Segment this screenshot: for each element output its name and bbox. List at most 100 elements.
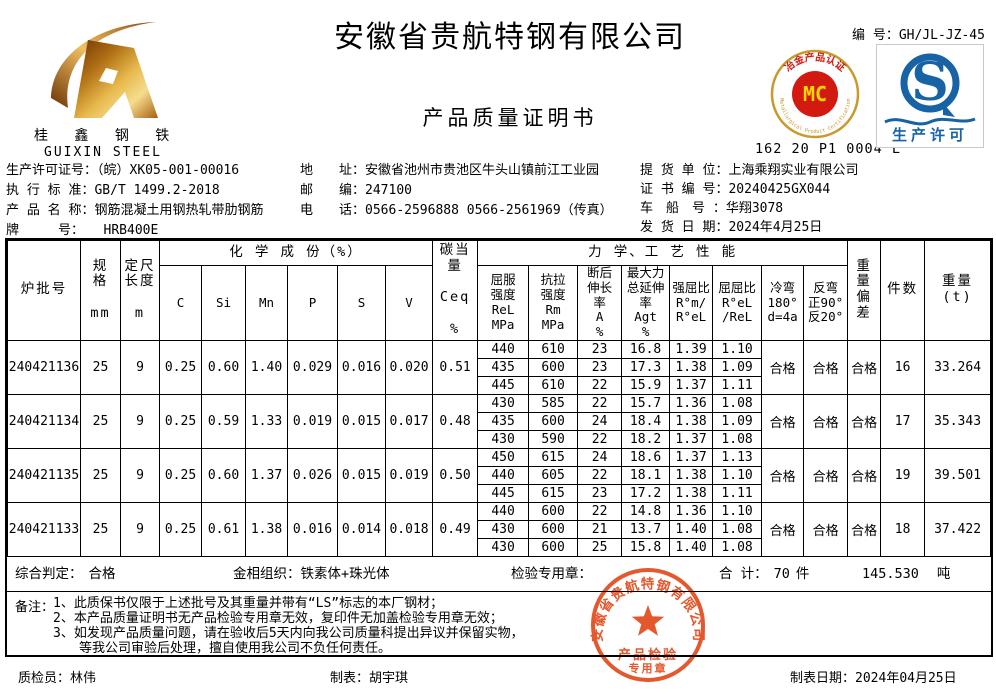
table-row: 240421134 25 9 0.25 0.59 1.33 0.019 0.015 0.017 0…: [7, 393, 991, 449]
info-row: 生产许可证号：（皖）XK05-001-00016: [6, 161, 264, 181]
qs-caption: 生产许可: [892, 126, 968, 144]
table-cell: 25: [80, 447, 121, 503]
table-cell: 1.37: [669, 429, 714, 449]
table-cell: 1.38: [669, 357, 714, 377]
inspector-name: 林伟: [70, 671, 97, 686]
col-header-reverse-bend: 反弯 正90° 反20°: [803, 265, 849, 341]
col-header-yield: 屈服 强度 ReL MPa: [477, 265, 530, 341]
info-row: 地 址：安徽省池州市贵池区牛头山镇前江工业园: [300, 161, 613, 181]
table-cell: 430: [477, 393, 530, 413]
table-row: 445 615 23 17.2 1.38 1.11: [8, 483, 991, 503]
col-header-spec: 规 格 mm: [80, 240, 121, 341]
table-cell: 240421134: [7, 393, 81, 449]
title-block: 安徽省贵航特钢有限公司 产品质量证明书: [225, 12, 795, 132]
table-cell: 0.016: [337, 339, 386, 395]
stamp-line2: 专用章: [629, 661, 668, 675]
info-value: 钢筋混凝土用钢热轧带肋钢筋: [94, 203, 264, 218]
tabulator-label: 制表：: [330, 671, 370, 686]
guixin-steel-logo-icon: [51, 22, 158, 118]
col-header-agt: 最大力 总延伸 率 Agt %: [621, 265, 671, 341]
table-cell: 15.7: [621, 393, 671, 413]
table-cell: 1.38: [669, 483, 714, 503]
inspector: 质检员：林伟: [18, 665, 96, 693]
verdict-value: 合格: [88, 565, 116, 582]
table-cell: 1.08: [712, 429, 763, 449]
document-title: 产品质量证明书: [422, 106, 598, 130]
remark-line: 2、本产品质量证明书无产品检验专用章无效，复印件无加盖检验专用章无效；: [53, 610, 503, 626]
table-cell: 18.4: [621, 411, 671, 431]
table-cell: 445: [477, 483, 530, 503]
col-header-rm-rel: 强屈比 R°m/ R°eL: [669, 265, 714, 341]
table-cell: 0.020: [384, 339, 434, 395]
tabulator: 制表：胡宇琪: [330, 665, 408, 693]
table-cell: 15.8: [621, 537, 671, 557]
table-cell: 1.37: [669, 447, 714, 467]
info-value: 2024年4月25日: [728, 220, 823, 235]
table-cell: 590: [528, 429, 579, 449]
table-cell: 1.33: [245, 393, 288, 449]
info-label: 邮 编：: [300, 183, 366, 198]
table-cell: 9: [120, 339, 160, 395]
col-header-weight: 重量 (t): [924, 240, 991, 341]
table-row: 435 600 23 17.3 1.38 1.09: [8, 357, 991, 377]
remarks-lines: 1、此质保书仅限于上述批号及其重量并带有“LS”标志的本厂钢材； 2、本产品质量…: [53, 596, 524, 656]
metallographic-structure: 金相组织：铁素体+珠光体: [233, 557, 390, 591]
inspection-stamp-icon: 安徽省贵航特钢有限公司 产品检验 专用章: [589, 568, 705, 682]
verdict: 综合判定： 合格: [15, 557, 116, 591]
guixin-logo-block: 桂 鑫 钢 铁 GUIXIN STEEL: [34, 20, 172, 160]
col-header-batch: 炉批号: [7, 240, 81, 341]
table-cell: 440: [477, 501, 530, 521]
table-cell: 1.40: [245, 339, 288, 395]
table-cell: 615: [528, 447, 579, 467]
table-cell: 24: [577, 411, 623, 431]
table-cell: 23: [577, 357, 623, 377]
table-cell: 合格: [761, 501, 805, 557]
info-label: 提 货 单 位：: [640, 163, 729, 178]
table-cell: 1.09: [712, 357, 763, 377]
info-value: 247100: [365, 183, 412, 198]
info-row: 执 行 标 准：GB/T 1499.2-2018: [6, 181, 264, 201]
table-cell: 610: [528, 339, 579, 359]
remark-line: 等我公司审验后处理，擅自使用我公司不负任何责任。: [53, 640, 392, 656]
info-label: 证 书 编 号：: [640, 182, 729, 197]
table-cell: 1.10: [712, 339, 763, 359]
table-cell: 0.018: [384, 501, 434, 557]
col-header-tensile: 抗拉 强度 Rm MPa: [528, 265, 579, 341]
tabulation-date: 制表日期：2024年04月25日: [790, 665, 957, 693]
table-cell: 1.08: [712, 519, 763, 539]
info-value: 20240425GX044: [728, 182, 831, 197]
table-cell: 合格: [803, 447, 849, 503]
table-cell: 240421135: [7, 447, 81, 503]
table-cell: 18.1: [621, 465, 671, 485]
table-cell: 1.36: [669, 501, 714, 521]
table-cell: 17.2: [621, 483, 671, 503]
info-row: 邮 编：247100: [300, 181, 613, 201]
table-cell: 1.13: [712, 447, 763, 467]
info-row: 车 船 号 ：华翔3078: [640, 199, 859, 218]
table-cell: 1.08: [712, 537, 763, 557]
col-header-elongation: 断后 伸长 率 A %: [577, 265, 623, 341]
table-cell: 16.8: [621, 339, 671, 359]
info-value: 华翔3078: [725, 201, 784, 216]
table-cell: 22: [577, 393, 623, 413]
table-cell: 合格: [847, 501, 882, 557]
info-row: 牌 号： HRB400E: [6, 221, 264, 241]
info-row: 电 话：0566-2596888 0566-2561969（传真）: [300, 201, 613, 221]
info-column-middle: 地 址：安徽省池州市贵池区牛头山镇前江工业园 邮 编：247100 电 话：05…: [300, 161, 613, 221]
table-cell: 25: [80, 501, 121, 557]
verdict-label: 综合判定：: [15, 565, 83, 582]
total-pieces: 合 计： 70 件: [719, 557, 809, 591]
table-cell: 1.37: [245, 447, 288, 503]
col-header-length: 定尺 长度 m: [120, 240, 160, 341]
info-label: 牌 号：: [6, 223, 78, 238]
remark-line: 3、如发现产品质量问题，请在验收后5天内向我公司质量科提出异议并保留实物，: [53, 625, 524, 641]
table-cell: 0.25: [159, 339, 202, 395]
table-cell: 0.25: [159, 501, 202, 557]
info-value: 0566-2596888 0566-2561969（传真）: [365, 203, 613, 218]
table-cell: 1.10: [712, 465, 763, 485]
table-cell: 18.2: [621, 429, 671, 449]
table-cell: 1.37: [669, 375, 714, 395]
col-header-c: C: [159, 265, 202, 341]
table-cell: 25: [577, 537, 623, 557]
stamp-line1: 产品检验: [618, 647, 678, 663]
